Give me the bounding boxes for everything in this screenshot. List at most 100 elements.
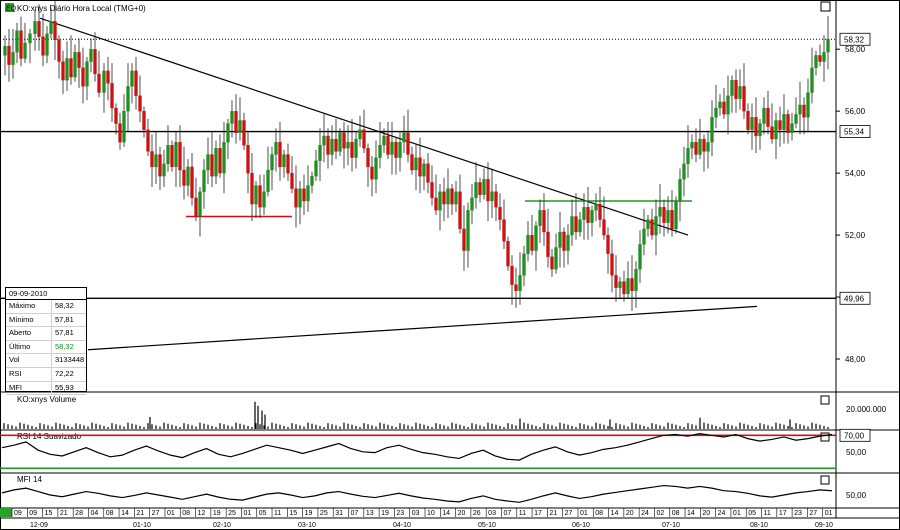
candle-body	[222, 141, 226, 174]
candle-body	[230, 110, 234, 124]
candle-body	[41, 36, 45, 56]
candle-body	[670, 210, 674, 230]
candle-body	[53, 21, 57, 41]
x-day-label: 09	[14, 510, 22, 517]
candle-body	[378, 145, 382, 158]
candle-body	[470, 197, 474, 211]
candle-body	[702, 138, 706, 152]
candle-body	[306, 185, 310, 202]
candle-body	[166, 145, 170, 164]
x-day-label: 07	[503, 510, 511, 517]
info-key: MFI	[6, 381, 52, 395]
candle-body	[694, 141, 698, 155]
candle-body	[33, 21, 37, 34]
candle-body	[7, 45, 11, 65]
candle-body	[214, 148, 218, 177]
candle-body	[57, 39, 61, 62]
x-day-label: 01	[580, 510, 588, 517]
candle-body	[266, 169, 270, 192]
candle-body	[158, 154, 162, 177]
candle-body	[622, 281, 626, 295]
x-day-label: 05	[748, 510, 756, 517]
candle-body	[726, 95, 730, 115]
price-label-box	[839, 32, 871, 46]
candle-body	[638, 244, 642, 270]
candle-body	[394, 141, 398, 158]
candle-body	[110, 83, 114, 109]
candle-body	[246, 145, 250, 174]
x-day-label: 19	[381, 510, 389, 517]
candle-body	[666, 210, 670, 223]
x-day-label: 25	[228, 510, 236, 517]
price-label: 55,34	[844, 128, 865, 137]
candle-body	[686, 148, 690, 164]
candle-body	[426, 163, 430, 183]
candle-body	[346, 141, 350, 149]
candle-body	[210, 154, 214, 177]
candle-body	[146, 129, 150, 152]
candle-body	[202, 169, 206, 192]
candle-body	[198, 191, 202, 217]
candle-body	[77, 52, 81, 68]
candle-body	[390, 141, 394, 155]
candle-body	[362, 129, 366, 149]
close-panel-icon	[820, 395, 830, 405]
x-day-label: 02	[656, 510, 664, 517]
candle-body	[562, 231, 566, 251]
candle-body	[19, 30, 23, 59]
candle-body	[410, 154, 414, 171]
candle-body	[526, 234, 530, 254]
x-day-label: 31	[335, 510, 343, 517]
y-tick-label: 54,00	[845, 169, 866, 178]
x-day-label: 23	[794, 510, 802, 517]
info-row: Último 58,32	[6, 340, 86, 355]
price-label-box	[839, 291, 871, 305]
x-day-label: 15	[45, 510, 53, 517]
candle-body	[594, 203, 598, 211]
candle-body	[178, 141, 182, 171]
info-key: Mínimo	[6, 313, 52, 327]
info-key: Máximo	[6, 300, 52, 313]
candle-body	[630, 278, 634, 292]
candle-body	[534, 225, 538, 251]
mfi-tick-label: 50,00	[846, 491, 867, 500]
rsi-title: RSI 14 Suavizado	[17, 432, 82, 441]
candle-body	[494, 191, 498, 208]
candle-body	[174, 141, 178, 168]
candle-body	[114, 107, 118, 124]
candle-body	[722, 101, 726, 115]
x-day-label: 05	[259, 510, 267, 517]
candle-body	[154, 154, 158, 168]
candle-body	[598, 203, 602, 220]
candle-body	[258, 185, 262, 208]
candle-body	[574, 216, 578, 233]
candle-body	[430, 182, 434, 199]
candle-body	[97, 73, 101, 93]
candle-body	[506, 241, 510, 267]
candle-body	[522, 253, 526, 276]
candle-body	[102, 70, 106, 93]
volume-tick-label: 20.000.000	[846, 405, 887, 414]
x-day-label: 14	[687, 510, 695, 517]
candle-body	[270, 154, 274, 171]
candle-body	[498, 207, 502, 220]
info-value: 57,81	[55, 328, 74, 338]
candle-body	[758, 123, 762, 137]
candle-body	[486, 179, 490, 202]
x-day-label: 10	[427, 510, 435, 517]
candle-body	[810, 67, 814, 93]
candle-body	[454, 191, 458, 205]
candle-body	[338, 132, 342, 152]
x-day-label: 19	[213, 510, 221, 517]
rsi-tick-label: 50,00	[846, 448, 867, 457]
candle-body	[618, 281, 622, 288]
x-day-label: 08	[672, 510, 680, 517]
candle-body	[290, 172, 294, 189]
info-value: 3133448	[55, 355, 85, 365]
candle-body	[570, 216, 574, 236]
candle-body	[354, 138, 358, 158]
candle-body	[374, 157, 378, 180]
candle-body	[406, 132, 410, 155]
candle-body	[234, 110, 238, 133]
